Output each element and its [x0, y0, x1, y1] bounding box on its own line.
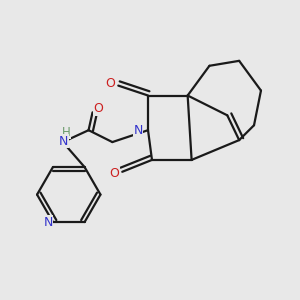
Text: H: H [61, 126, 70, 139]
Text: N: N [134, 124, 143, 137]
Text: N: N [59, 135, 68, 148]
Text: O: O [105, 77, 115, 90]
Text: O: O [94, 102, 103, 115]
Text: N: N [43, 215, 52, 229]
Text: O: O [110, 167, 119, 180]
